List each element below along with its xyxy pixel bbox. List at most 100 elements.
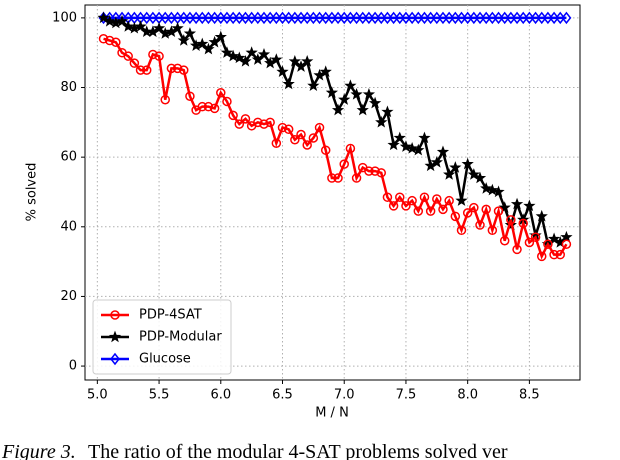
x-tick-label: 6.0	[210, 388, 231, 403]
marker	[172, 63, 183, 74]
marker	[308, 133, 319, 143]
x-tick-label: 7.0	[334, 388, 355, 403]
x-tick-label: 8.5	[519, 388, 540, 403]
marker	[270, 53, 283, 65]
marker	[462, 208, 473, 218]
marker	[160, 94, 170, 105]
marker	[524, 237, 535, 248]
marker	[277, 122, 288, 133]
marker	[543, 239, 553, 249]
marker	[239, 54, 252, 67]
marker	[364, 166, 374, 176]
marker	[319, 65, 332, 78]
marker	[276, 65, 289, 78]
series-line	[102, 16, 568, 247]
marker	[473, 171, 487, 184]
marker	[220, 46, 234, 58]
marker	[148, 49, 158, 60]
marker	[438, 204, 448, 215]
series-line	[103, 37, 568, 260]
marker	[401, 201, 411, 211]
marker	[356, 103, 369, 116]
marker	[129, 58, 140, 68]
marker	[350, 88, 363, 100]
marker	[480, 182, 493, 194]
marker	[331, 103, 345, 116]
marker	[467, 168, 480, 180]
marker	[185, 91, 195, 101]
y-tick-label: 40	[60, 219, 77, 234]
marker	[283, 124, 294, 135]
marker	[387, 138, 400, 151]
marker	[512, 244, 522, 255]
marker	[469, 202, 479, 213]
marker	[183, 27, 197, 39]
marker	[486, 183, 499, 196]
plot-frame	[84, 4, 581, 381]
marker	[245, 46, 258, 58]
marker	[344, 79, 357, 91]
marker	[436, 145, 450, 158]
marker	[523, 199, 536, 212]
marker	[555, 249, 565, 260]
marker	[561, 11, 572, 25]
marker	[233, 51, 246, 64]
marker	[492, 185, 505, 198]
marker	[493, 206, 504, 216]
marker	[104, 35, 115, 46]
marker	[487, 225, 498, 236]
marker	[257, 48, 271, 60]
marker	[141, 65, 152, 75]
y-tick-label: 60	[60, 150, 77, 165]
marker	[166, 63, 177, 74]
marker	[376, 168, 387, 178]
marker	[530, 232, 541, 242]
marker	[547, 232, 561, 245]
marker	[271, 138, 282, 148]
marker	[432, 194, 442, 204]
marker	[560, 230, 573, 243]
marker	[302, 140, 312, 150]
marker	[456, 225, 467, 236]
marker	[253, 117, 263, 128]
marker	[510, 197, 524, 210]
marker	[449, 161, 462, 173]
y-tick-label: 100	[52, 10, 77, 25]
marker	[338, 93, 351, 105]
marker	[110, 352, 120, 366]
marker	[506, 215, 516, 225]
marker	[475, 220, 485, 230]
marker	[549, 249, 559, 260]
marker	[382, 192, 393, 202]
marker	[395, 192, 405, 202]
marker	[135, 65, 146, 75]
legend-label: PDP-Modular	[139, 330, 222, 345]
marker	[234, 119, 245, 129]
marker	[481, 204, 491, 215]
marker	[327, 173, 337, 183]
marker	[370, 166, 380, 176]
marker	[108, 330, 122, 343]
marker	[561, 239, 572, 249]
marker	[339, 159, 349, 169]
marker	[97, 11, 110, 24]
marker	[152, 21, 166, 34]
marker	[320, 145, 331, 155]
caption: The ratio of the modular 4-SAT problems …	[88, 441, 508, 460]
marker	[122, 20, 135, 32]
marker	[103, 14, 116, 27]
marker	[362, 88, 376, 100]
marker	[197, 101, 208, 112]
marker	[412, 143, 425, 156]
marker	[536, 251, 547, 262]
marker	[123, 51, 133, 61]
marker	[171, 21, 184, 34]
marker	[214, 30, 227, 43]
marker	[406, 142, 419, 154]
y-axis-label: % solved	[25, 163, 40, 222]
marker	[325, 86, 338, 98]
marker	[399, 140, 413, 152]
marker	[307, 79, 320, 91]
marker	[227, 49, 240, 62]
marker	[345, 143, 356, 154]
